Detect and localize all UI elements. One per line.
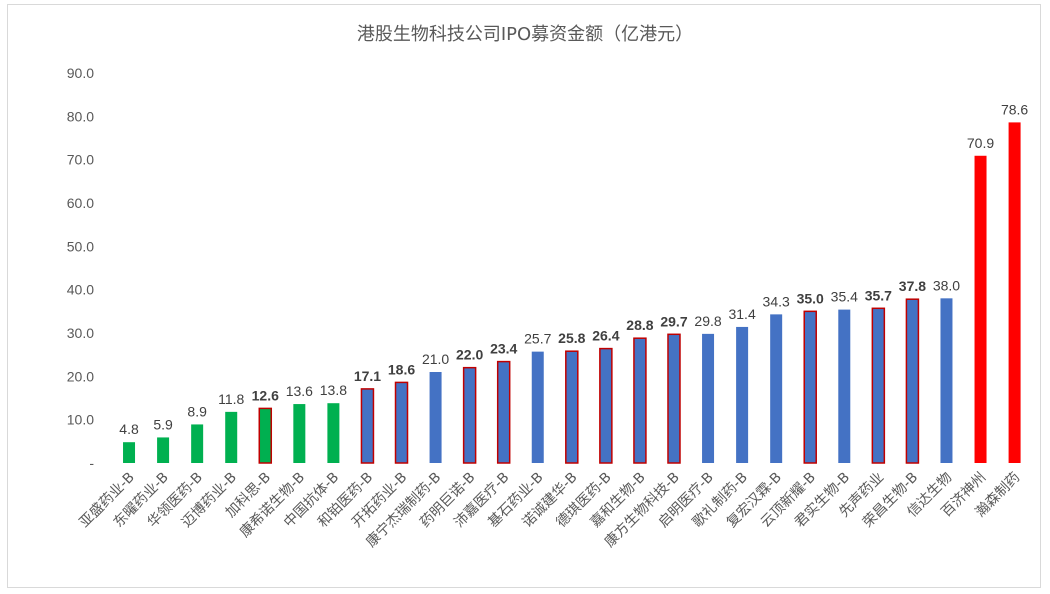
bar <box>123 442 136 463</box>
bar <box>360 388 375 464</box>
data-label: 8.9 <box>187 403 207 419</box>
data-label: 35.4 <box>831 289 858 305</box>
bar <box>157 437 170 463</box>
bar <box>702 333 715 463</box>
bar <box>293 404 306 463</box>
y-tick-label: 10.0 <box>67 412 94 428</box>
data-label: 34.3 <box>763 293 790 309</box>
data-label: 35.0 <box>797 290 824 306</box>
data-label: 13.8 <box>320 382 347 398</box>
y-axis-ticks: - 10.0 20.0 30.0 40.0 50.0 60.0 70.0 80.0 90.0 <box>67 65 95 471</box>
y-tick-label: 90.0 <box>67 65 94 81</box>
y-tick-label: 40.0 <box>67 282 94 298</box>
bar <box>327 403 340 463</box>
bar <box>940 298 953 463</box>
bar <box>770 314 783 463</box>
data-label: 29.7 <box>660 313 687 329</box>
data-label: 37.8 <box>899 278 926 294</box>
y-tick-label: 30.0 <box>67 325 94 341</box>
data-label: 28.8 <box>626 317 653 333</box>
bar <box>736 326 749 463</box>
bar <box>838 309 851 463</box>
bar <box>531 351 544 463</box>
bar <box>429 372 442 463</box>
data-label: 22.0 <box>456 347 483 363</box>
data-label: 13.6 <box>286 383 313 399</box>
bar <box>565 350 579 464</box>
data-label: 70.9 <box>967 135 994 151</box>
category-labels: 亚盛药业-B东曜药业-B华领医药-B迈博药业-B加科思-B康希诺生物-B中国抗体… <box>77 469 1024 551</box>
data-label: 5.9 <box>153 416 173 432</box>
data-labels: 4.8 5.9 8.9 11.8 12.6 13.6 13.8 17.1 18.6 21.0 22.… <box>119 101 1028 437</box>
bar <box>225 411 238 463</box>
bar <box>394 381 409 464</box>
data-label: 25.7 <box>524 331 551 347</box>
data-label: 26.4 <box>592 328 619 344</box>
y-tick-label: 50.0 <box>67 238 94 254</box>
data-label: 31.4 <box>728 306 755 322</box>
bar <box>905 298 920 464</box>
data-label: 4.8 <box>119 421 139 437</box>
data-label: 78.6 <box>1001 101 1028 117</box>
y-tick-label: 20.0 <box>67 368 94 384</box>
data-label: 38.0 <box>933 277 960 293</box>
data-label: 17.1 <box>354 368 381 384</box>
y-tick-label: 70.0 <box>67 152 94 168</box>
y-tick-label: 80.0 <box>67 108 94 124</box>
data-label: 23.4 <box>490 341 517 357</box>
bar <box>496 360 511 464</box>
bars <box>123 122 1021 464</box>
bar <box>871 307 886 464</box>
chart-title: 港股生物科技公司IPO募资金额（亿港元） <box>356 24 694 45</box>
bar <box>599 347 613 464</box>
bar <box>667 333 681 464</box>
data-label: 21.0 <box>422 351 449 367</box>
bar <box>191 424 204 463</box>
y-tick-label: - <box>89 455 94 471</box>
data-label: 29.8 <box>694 313 721 329</box>
bar <box>974 155 987 463</box>
bar <box>803 310 817 464</box>
chart-frame <box>7 4 1041 588</box>
bar <box>633 337 647 464</box>
bar <box>462 366 477 464</box>
y-tick-label: 60.0 <box>67 195 94 211</box>
data-label: 11.8 <box>218 391 244 407</box>
data-label: 18.6 <box>388 361 415 377</box>
data-label: 12.6 <box>252 387 279 403</box>
bar <box>258 407 273 464</box>
bar <box>1008 122 1021 464</box>
data-label: 35.7 <box>865 287 892 303</box>
data-label: 25.8 <box>558 330 585 346</box>
